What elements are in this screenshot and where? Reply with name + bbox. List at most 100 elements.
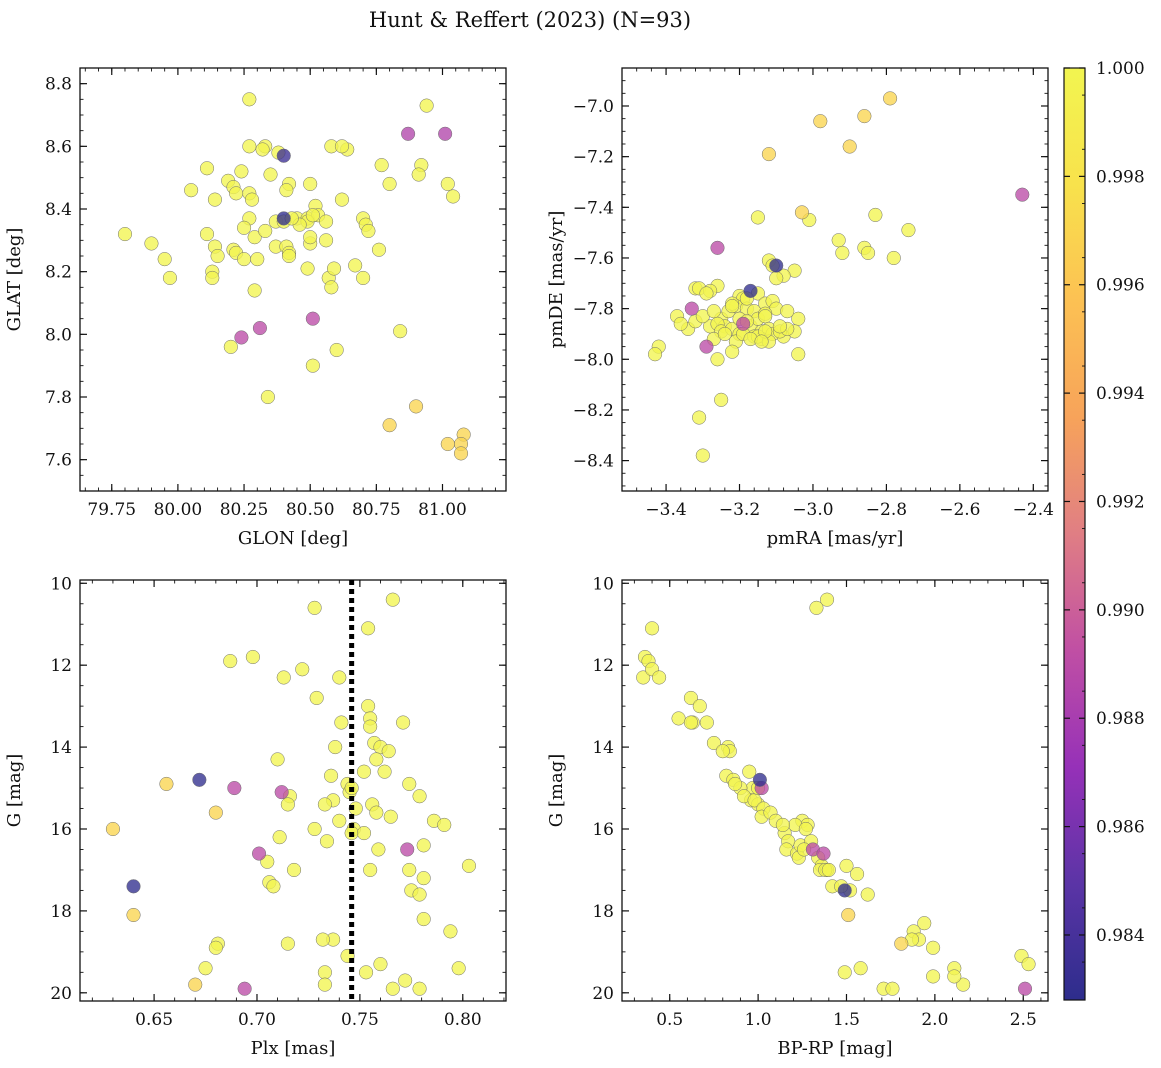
data-point: [307, 600, 322, 615]
y-axis-label: G [mag]: [546, 754, 567, 827]
data-point: [198, 961, 213, 976]
y-tick-label: 8.6: [45, 137, 72, 157]
data-point: [714, 392, 729, 407]
data-point: [305, 208, 320, 223]
data-point: [250, 252, 265, 267]
data-point: [317, 977, 332, 992]
data-point: [393, 324, 408, 339]
data-point: [648, 347, 663, 362]
data-point: [451, 961, 466, 976]
data-point: [324, 768, 339, 783]
data-point: [383, 809, 398, 824]
x-tick-label: 80.50: [286, 500, 335, 520]
x-tick-label: 1.0: [745, 1010, 772, 1030]
data-point: [348, 258, 363, 273]
data-point: [728, 776, 743, 791]
plot-frame: [79, 579, 507, 1002]
y-tick-label: 16: [592, 820, 614, 840]
data-point: [699, 715, 714, 730]
data-point: [725, 299, 740, 314]
data-point: [775, 817, 790, 832]
y-tick-label: 10: [50, 574, 72, 594]
y-tick-label: 8.8: [45, 75, 72, 95]
colorbar-gradient: [1063, 67, 1086, 1001]
y-tick-label: 8.0: [45, 325, 72, 345]
x-tick-label: −2.8: [866, 500, 907, 520]
x-tick-label: 79.75: [87, 500, 136, 520]
x-tick-label: 80.00: [154, 500, 203, 520]
data-point: [791, 311, 806, 326]
data-point: [683, 690, 698, 705]
x-tick-label: 81.00: [418, 500, 467, 520]
y-tick-label: −8.0: [573, 350, 614, 370]
x-tick-label: 80.75: [352, 500, 401, 520]
data-point: [276, 670, 291, 685]
y-tick-label: 8.2: [45, 263, 72, 283]
data-point: [223, 654, 238, 669]
data-point: [706, 735, 721, 751]
data-point: [237, 981, 252, 996]
data-point: [886, 250, 901, 266]
data-point: [144, 236, 159, 251]
data-point: [821, 862, 836, 877]
data-point: [402, 776, 417, 791]
data-point: [280, 936, 295, 951]
panel-plx-g: 0.65 0.70 0.75 0.80 10 12 14 16 18 20 Plx [mas] G […: [4, 574, 507, 1059]
data-point: [363, 862, 378, 877]
data-point: [673, 316, 688, 331]
data-point: [251, 846, 267, 861]
data-point: [400, 842, 415, 857]
data-point: [382, 418, 397, 433]
data-point: [244, 192, 260, 207]
data-point: [402, 862, 417, 877]
data-point: [274, 785, 289, 800]
y-tick-label: −7.8: [573, 300, 614, 320]
data-point: [837, 965, 852, 980]
data-point: [319, 233, 334, 248]
data-point: [210, 248, 225, 264]
data-point: [868, 207, 883, 222]
data-point: [332, 670, 347, 685]
x-tick-label: 2.0: [921, 1010, 948, 1030]
data-point: [199, 227, 215, 242]
data-point: [208, 805, 223, 820]
x-tick-label: 0.80: [444, 1010, 482, 1030]
data-point: [758, 309, 773, 324]
data-point: [416, 912, 431, 927]
data-point: [105, 821, 120, 837]
data-point: [769, 258, 784, 273]
data-point: [286, 862, 302, 877]
data-point: [317, 797, 332, 812]
x-tick-label: −2.4: [1013, 500, 1054, 520]
x-tick-label: 0.70: [238, 1010, 276, 1030]
data-point: [117, 227, 133, 242]
data-point: [377, 764, 392, 779]
data-point: [750, 210, 765, 225]
data-point: [839, 858, 854, 873]
data-point: [260, 389, 275, 405]
colorbar-tick-label: 0.992: [1096, 492, 1145, 512]
data-point: [236, 220, 252, 235]
data-point: [192, 772, 207, 787]
x-tick-label: −3.4: [645, 500, 686, 520]
data-point: [381, 744, 396, 759]
x-tick-label: 0.75: [341, 1010, 379, 1030]
colorbar-tick-label: 0.994: [1096, 384, 1145, 404]
data-point: [743, 283, 758, 298]
data-point: [837, 883, 852, 898]
data-point: [207, 192, 222, 207]
data-point: [356, 764, 372, 779]
data-point: [440, 176, 455, 191]
data-point: [162, 270, 178, 285]
plot-frame: [621, 67, 1049, 492]
data-point: [369, 752, 384, 767]
data-point: [245, 649, 260, 665]
data-point: [440, 436, 455, 452]
data-point: [842, 139, 857, 154]
data-point: [853, 961, 868, 976]
data-point: [894, 936, 909, 951]
data-point: [255, 142, 270, 157]
data-point: [644, 621, 660, 636]
y-tick-label: 14: [50, 738, 72, 758]
